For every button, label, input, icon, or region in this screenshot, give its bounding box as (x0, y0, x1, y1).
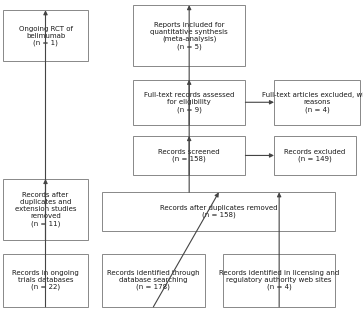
Text: Records in ongoing
trials databases
(n = 22): Records in ongoing trials databases (n =… (12, 270, 79, 290)
FancyBboxPatch shape (133, 136, 245, 175)
Text: Full-text articles excluded, with
reasons
(n = 4): Full-text articles excluded, with reason… (262, 92, 363, 112)
FancyBboxPatch shape (133, 80, 245, 125)
FancyBboxPatch shape (3, 179, 88, 240)
Text: Records identified through
database searching
(n = 178): Records identified through database sear… (107, 270, 200, 290)
FancyBboxPatch shape (274, 136, 356, 175)
FancyBboxPatch shape (133, 5, 245, 66)
Text: Records excluded
(n = 149): Records excluded (n = 149) (284, 149, 346, 162)
Text: Records screened
(n = 158): Records screened (n = 158) (158, 149, 220, 162)
Text: Full-text records assessed
for eligibility
(n = 9): Full-text records assessed for eligibili… (144, 92, 234, 112)
Text: Records after duplicates removed
(n = 158): Records after duplicates removed (n = 15… (160, 205, 278, 219)
FancyBboxPatch shape (3, 254, 88, 307)
FancyBboxPatch shape (223, 254, 335, 307)
FancyBboxPatch shape (274, 80, 360, 125)
Text: Reports included for
quantitative synthesis
(meta-analysis)
(n = 5): Reports included for quantitative synthe… (150, 22, 228, 50)
Text: Records after
duplicates and
extension studies
removed
(n = 11): Records after duplicates and extension s… (15, 192, 76, 227)
Text: Ongoing RCT of
belimumab
(n = 1): Ongoing RCT of belimumab (n = 1) (19, 26, 73, 46)
FancyBboxPatch shape (3, 10, 88, 61)
FancyBboxPatch shape (102, 192, 335, 231)
FancyBboxPatch shape (102, 254, 204, 307)
Text: Records identified in licensing and
regulatory authority web sites
(n = 4): Records identified in licensing and regu… (219, 270, 339, 290)
